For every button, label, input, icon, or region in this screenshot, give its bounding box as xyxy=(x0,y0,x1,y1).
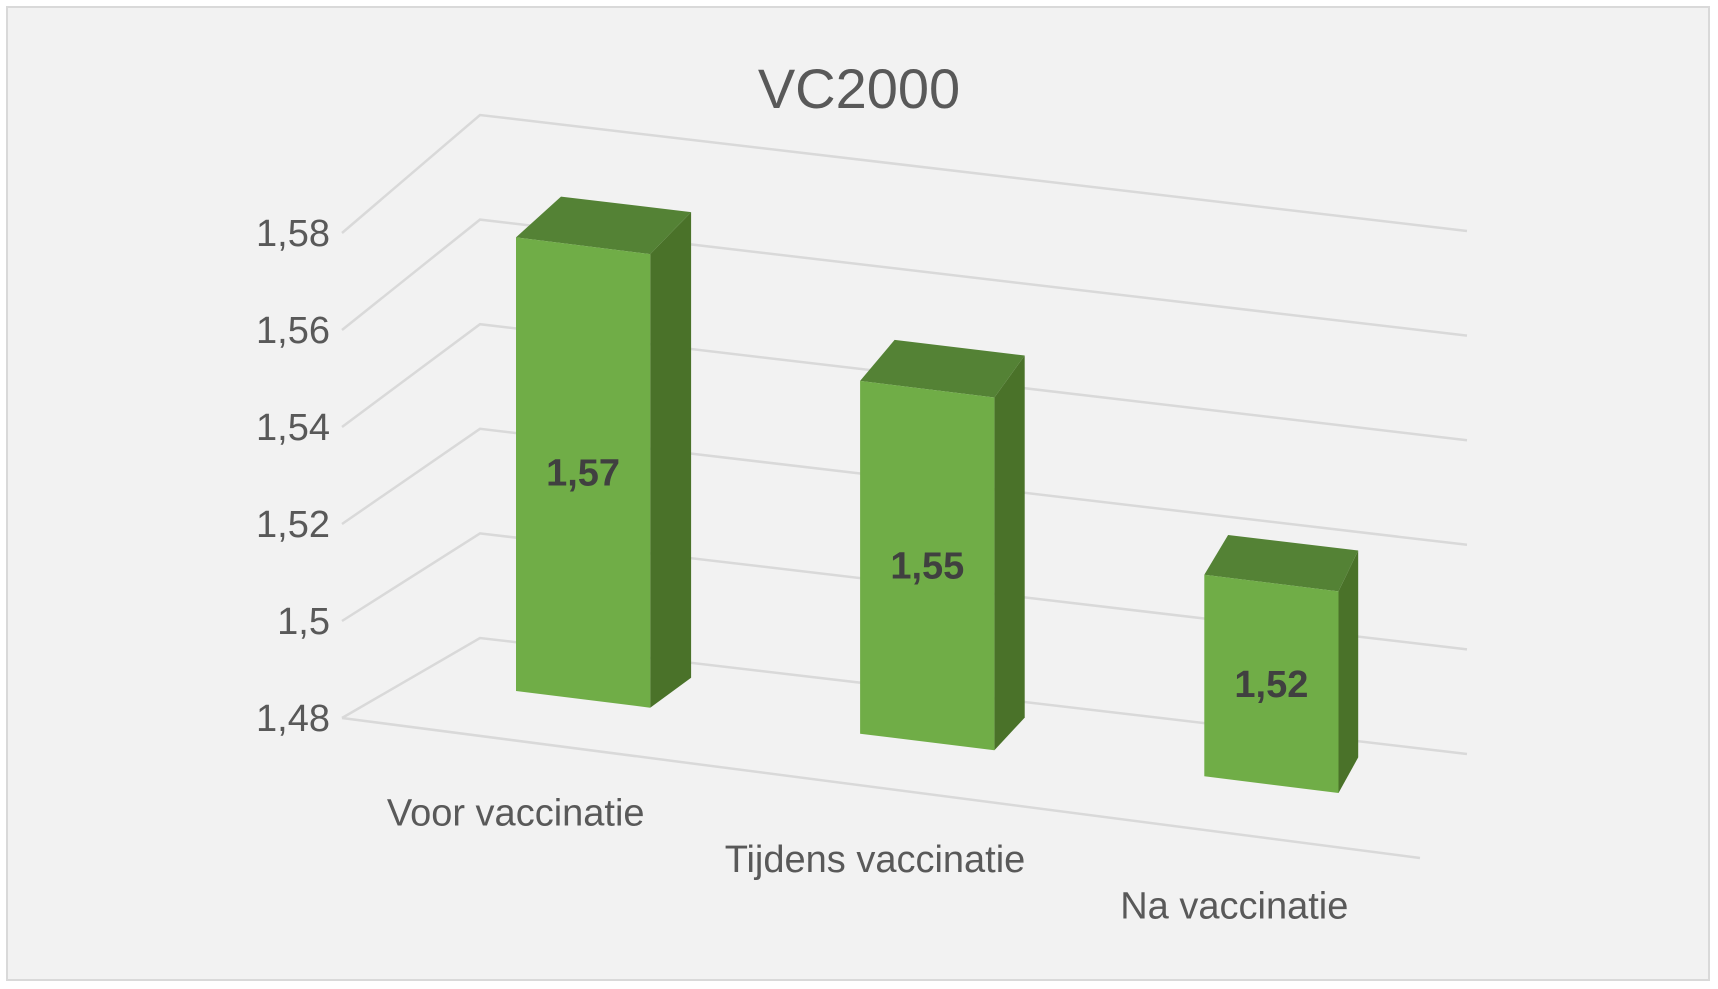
bar: 1,57 xyxy=(516,196,692,708)
x-category-label: Voor vaccinatie xyxy=(387,792,645,834)
data-label: 1,55 xyxy=(890,546,964,588)
y-tick-label: 1,5 xyxy=(277,601,330,643)
chart-area xyxy=(6,6,1710,981)
bar-front xyxy=(1204,574,1339,793)
bar-side xyxy=(650,212,692,708)
x-category-label: Na vaccinatie xyxy=(1120,886,1348,928)
gridline xyxy=(341,113,1468,234)
bar-top xyxy=(1204,535,1359,592)
y-tick-label: 1,56 xyxy=(256,310,330,352)
x-category-label: Tijdens vaccinatie xyxy=(725,839,1026,881)
bar-side xyxy=(994,355,1025,751)
y-tick-label: 1,48 xyxy=(256,698,330,740)
chart-title: VC2000 xyxy=(758,57,960,120)
bar-side xyxy=(1338,550,1359,793)
gridline xyxy=(341,427,1468,547)
y-tick-label: 1,52 xyxy=(256,504,330,546)
gridline xyxy=(341,532,1468,651)
bars: 1,57 1,55 1,52 xyxy=(516,196,1359,793)
bar: 1,55 xyxy=(860,339,1025,751)
bar: 1,52 xyxy=(1204,535,1359,793)
y-tick-label: 1,58 xyxy=(256,213,330,255)
bar-top xyxy=(516,196,692,255)
x-axis-categories: Voor vaccinatie Tijdens vaccinatie Na vacc… xyxy=(387,792,1349,927)
gridline xyxy=(341,636,1468,756)
gridline xyxy=(341,218,1468,337)
bar-top xyxy=(860,339,1025,398)
floor-front-edge xyxy=(341,716,1421,860)
bar-front xyxy=(516,237,651,708)
gridlines xyxy=(341,113,1468,860)
y-axis-ticks: 1,48 1,5 1,52 1,54 1,56 1,58 xyxy=(256,213,330,740)
data-label: 1,52 xyxy=(1234,664,1308,706)
gridline xyxy=(341,322,1468,442)
bar-front xyxy=(860,380,995,751)
y-tick-label: 1,54 xyxy=(256,407,330,449)
data-label: 1,57 xyxy=(546,453,620,495)
